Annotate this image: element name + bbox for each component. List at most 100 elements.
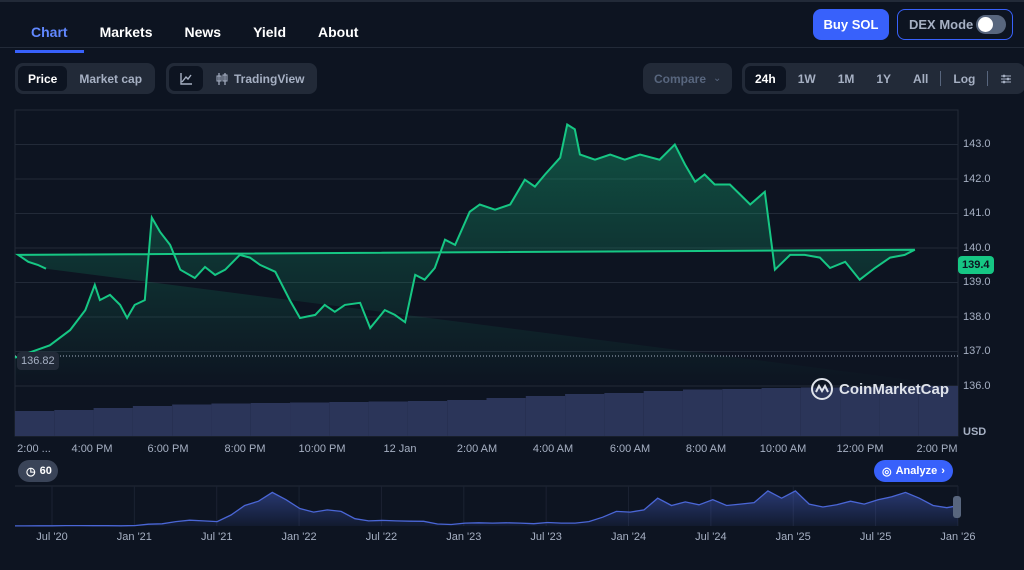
x-tick-label: 12 Jan (383, 443, 417, 455)
price-line (14, 122, 916, 359)
analyze-icon: ◎ (882, 465, 892, 478)
y-tick-label: 136.0 (963, 379, 991, 392)
volume-bar (879, 386, 919, 436)
overview-tick-label: Jul '22 (365, 531, 398, 543)
history-button[interactable]: ◷ 60 (18, 460, 58, 482)
settings-button[interactable] (990, 66, 1022, 91)
overview-tick-label: Jul '25 (859, 531, 892, 543)
tab-yield[interactable]: Yield (253, 24, 286, 40)
volume-bar (211, 403, 251, 436)
overview-tick-label: Jul '20 (36, 531, 68, 543)
range-24h[interactable]: 24h (745, 66, 786, 91)
x-tick-label: 2:00 AM (456, 443, 498, 455)
chart-style-group: TradingView (166, 63, 318, 94)
overview-tick-label: Jan '23 (446, 531, 482, 543)
volume-bar (54, 410, 94, 436)
volume-bar (407, 401, 448, 436)
separator (940, 71, 942, 86)
compare-dropdown[interactable]: Compare ⌄ (643, 63, 733, 94)
volume-bar (840, 387, 880, 436)
overview-tick-label: Jul '23 (530, 531, 562, 543)
volume-bar (290, 402, 330, 436)
coinmarketcap-watermark: CoinMarketCap (810, 377, 949, 401)
toggle-switch[interactable] (976, 15, 1006, 34)
nav-tabs: Chart Markets News Yield About (15, 20, 374, 53)
tradingview-button[interactable]: TradingView (205, 66, 314, 91)
line-chart-button[interactable] (169, 66, 203, 91)
tab-news[interactable]: News (184, 24, 222, 40)
compare-label: Compare (654, 71, 707, 86)
y-tick-label: 142.0 (963, 172, 991, 185)
x-tick-label: 4:00 PM (71, 443, 113, 455)
tab-about[interactable]: About (318, 24, 359, 40)
volume-bar (15, 411, 55, 436)
watermark-text: CoinMarketCap (839, 380, 950, 398)
candlestick-icon (216, 72, 228, 85)
volume-bar (250, 403, 291, 436)
overview-handle[interactable] (953, 496, 961, 518)
x-tick-label: 12:00 PM (836, 443, 884, 455)
log-button[interactable]: Log (953, 71, 976, 86)
current-price-badge: 139.4 (958, 256, 994, 274)
x-tick-label: 2:00 PM (916, 443, 958, 455)
chevron-down-icon: ⌄ (713, 73, 722, 84)
volume-bar (132, 406, 173, 436)
tab-chart[interactable]: Chart (15, 20, 84, 53)
overview-tick-label: Jul '24 (695, 531, 727, 543)
volume-bar (486, 398, 526, 436)
overview-line (15, 490, 959, 527)
x-tick-label: 6:00 AM (609, 443, 651, 455)
history-count: 60 (39, 465, 52, 477)
x-tick-label: 8:00 AM (685, 443, 727, 455)
chevron-right-icon: › (941, 465, 945, 477)
price-button[interactable]: Price (18, 66, 68, 91)
y-tick-label: 141.0 (963, 207, 991, 220)
volume-bar (447, 400, 487, 436)
line-chart-icon (180, 72, 192, 85)
y-tick-label: 137.0 (963, 345, 991, 358)
top-border (0, 0, 1024, 2)
x-tick-label: 8:00 PM (224, 443, 266, 455)
market-cap-button[interactable]: Market cap (79, 71, 143, 86)
overview-tick-label: Jan '25 (775, 531, 811, 543)
dex-mode-label: DEX Mode (909, 17, 974, 32)
range-1w[interactable]: 1W (797, 71, 816, 86)
volume-bar (525, 396, 566, 436)
tab-markets[interactable]: Markets (99, 24, 153, 40)
chart-type-group: Price Market cap (15, 63, 156, 94)
range-group: 24h 1W 1M 1Y All Log (742, 63, 1024, 94)
volume-bar (604, 393, 644, 436)
coinmarketcap-logo-icon (811, 378, 833, 400)
x-tick-label: 4:00 AM (532, 443, 574, 455)
x-tick-label: 2:00 ... (17, 443, 51, 455)
open-price-badge: 136.82 (17, 352, 59, 370)
overview-area (15, 490, 958, 526)
x-tick-label: 6:00 PM (147, 443, 189, 455)
x-tick-label: 10:00 AM (759, 443, 807, 455)
dex-mode-toggle[interactable]: DEX Mode (897, 9, 1013, 40)
volume-bar (722, 389, 762, 436)
currency-label: USD (963, 426, 987, 438)
volume-bar (800, 387, 841, 436)
x-tick-label: 10:00 PM (298, 443, 346, 455)
range-all[interactable]: All (913, 71, 929, 86)
overview-tick-label: Jan '24 (610, 531, 647, 543)
volume-bar (918, 386, 958, 436)
analyze-button[interactable]: ◎ Analyze › (874, 460, 953, 482)
volume-bar (368, 401, 408, 436)
price-area (15, 124, 958, 386)
y-tick-label: 139.0 (963, 276, 991, 289)
overview-tick-label: Jan '21 (116, 531, 152, 543)
buy-sol-button[interactable]: Buy SOL (813, 9, 889, 40)
volume-bar (93, 408, 133, 436)
sliders-icon (1001, 74, 1012, 83)
divider (0, 47, 1024, 48)
overview-tick-label: Jan '26 (940, 531, 976, 543)
y-tick-label: 140.0 (963, 241, 991, 254)
range-1y[interactable]: 1Y (876, 71, 892, 86)
separator (987, 71, 989, 86)
overview-tick-label: Jul '21 (200, 531, 233, 543)
range-1m[interactable]: 1M (837, 71, 855, 86)
volume-bar (565, 394, 605, 436)
